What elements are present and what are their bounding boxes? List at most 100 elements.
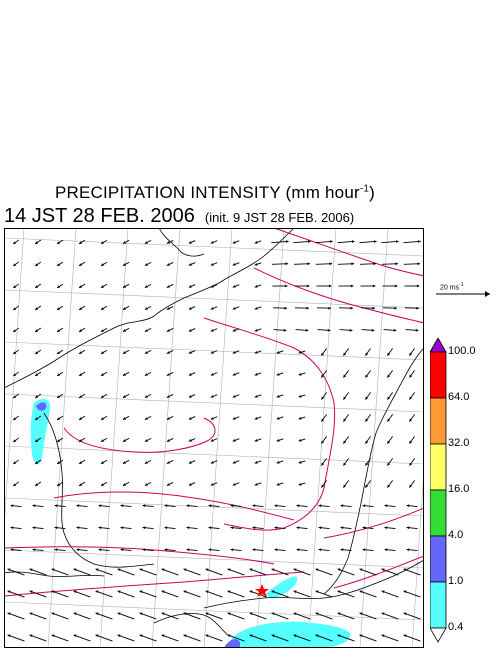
wind-arrow <box>78 349 86 355</box>
wind-arrow <box>139 612 157 620</box>
wind-arrow <box>276 482 284 486</box>
wind-arrow <box>73 590 91 598</box>
longitude-line <box>99 228 129 648</box>
wind-arrow <box>254 438 262 442</box>
wind-arrow <box>362 548 374 552</box>
wind-arrow <box>144 261 152 267</box>
wind-arrow <box>254 372 262 376</box>
colorbar-segment <box>430 489 447 537</box>
wind-arrow <box>252 504 264 508</box>
wind-arrow <box>186 526 198 530</box>
wind-arrow <box>122 459 130 465</box>
wind-arrow <box>254 482 262 486</box>
wind-arrow <box>227 634 245 642</box>
wind-arrow <box>274 526 286 530</box>
wind-arrow <box>271 240 289 244</box>
wind-arrow <box>208 526 220 530</box>
wind-arrow <box>142 504 154 508</box>
wind-arrow <box>294 306 310 310</box>
colorbar-segment <box>430 351 447 399</box>
wind-arrow <box>342 480 350 488</box>
wind-arrow <box>188 240 196 244</box>
wind-arrow <box>342 392 350 400</box>
wind-arrow <box>232 394 240 398</box>
wind-arrow <box>120 548 132 552</box>
wind-arrow <box>100 261 108 267</box>
wind-arrow <box>386 480 394 488</box>
wind-arrow <box>166 240 174 244</box>
wind-arrow <box>404 284 420 288</box>
wind-arrow <box>188 284 196 288</box>
wind-arrow <box>95 568 113 576</box>
wind-arrow <box>359 240 377 244</box>
wind-arrow <box>403 612 421 620</box>
wind-arrow <box>254 284 262 288</box>
wind-arrow <box>32 548 44 552</box>
wind-arrow <box>183 568 201 576</box>
precipitation-wind-map <box>4 228 424 648</box>
init-time: (init. 9 JST 28 FEB. 2006) <box>204 210 355 225</box>
wind-arrow <box>188 306 196 310</box>
wind-arrow <box>230 526 242 530</box>
wind-arrow <box>51 612 69 620</box>
wind-arrow <box>144 327 152 333</box>
wind-arrow <box>100 393 108 399</box>
colorbar-level-label: 1.0 <box>448 575 464 587</box>
wind-arrow <box>293 262 311 266</box>
wind-arrow <box>293 240 311 244</box>
wind-arrow <box>51 634 69 642</box>
wind-arrow <box>166 262 174 266</box>
precip-patch-west-strong <box>36 402 47 411</box>
lat-lon-grid <box>4 228 424 648</box>
wind-arrow <box>139 568 157 576</box>
wind-arrow <box>100 437 108 443</box>
wind-arrow <box>360 306 376 310</box>
wind-arrow <box>188 438 196 442</box>
wind-arrow <box>144 481 152 487</box>
latitude-line <box>4 289 424 309</box>
wind-arrow <box>12 459 20 465</box>
latitude-line <box>4 393 424 413</box>
wind-arrow <box>144 393 152 399</box>
wind-arrow <box>337 568 355 576</box>
valid-time: 14 JST 28 FEB. 2006 (init. 9 JST 28 FEB. … <box>4 205 355 227</box>
wind-arrow <box>276 438 284 442</box>
contour-4 <box>63 417 216 453</box>
wind-arrow <box>339 328 353 332</box>
red-star-icon <box>255 584 269 597</box>
colorbar <box>430 338 447 643</box>
wind-arrow <box>78 305 86 311</box>
colorbar-level-label: 32.0 <box>448 437 470 449</box>
wind-arrow <box>298 438 306 442</box>
wind-arrow <box>232 438 240 442</box>
wind-arrow <box>315 590 333 598</box>
wind-arrow <box>383 328 397 332</box>
wind-arrow <box>364 458 372 466</box>
latitude-line <box>4 497 424 517</box>
wind-arrow <box>51 568 69 576</box>
wind-arrow <box>205 634 223 642</box>
wind-arrow <box>406 526 418 530</box>
wind-arrow <box>78 459 86 465</box>
wind-arrow <box>34 481 42 487</box>
wind-arrow <box>320 480 328 488</box>
wind-arrow <box>408 392 416 400</box>
wind-arrow <box>254 394 262 398</box>
chart-title: PRECIPITATION INTENSITY (mm hour-1) <box>54 183 376 202</box>
wind-arrow <box>32 526 44 530</box>
wind-arrow <box>7 590 25 598</box>
wind-arrow <box>100 283 108 289</box>
wind-arrow <box>364 392 372 400</box>
wind-arrow <box>161 590 179 598</box>
wind-arrow <box>273 328 287 332</box>
wind-arrow <box>56 239 64 245</box>
wind-arrow <box>254 416 262 420</box>
wind-arrow <box>183 612 201 620</box>
wind-arrow <box>73 612 91 620</box>
wind-arrow <box>362 526 374 530</box>
wind-arrow <box>340 526 352 530</box>
wind-arrow <box>227 568 245 576</box>
wind-arrow <box>340 548 352 552</box>
wind-arrow <box>78 283 86 289</box>
latitude-line <box>4 601 424 621</box>
